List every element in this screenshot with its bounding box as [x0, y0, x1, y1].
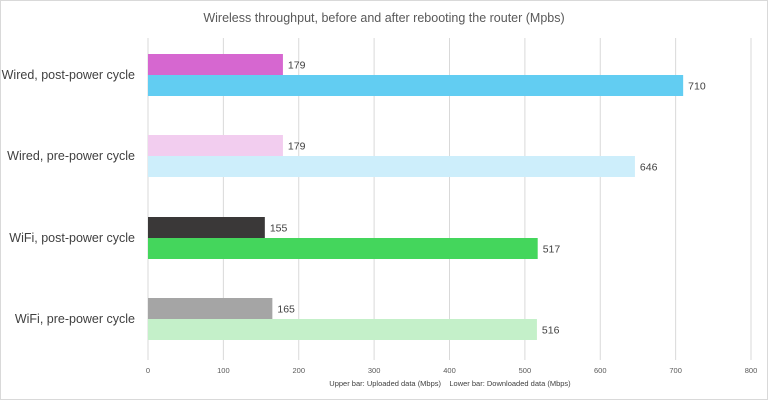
data-label: 646: [640, 162, 658, 174]
upper-bar: [148, 217, 265, 238]
data-label: 516: [542, 325, 560, 337]
x-tick-label: 300: [368, 366, 381, 375]
upper-bar: [148, 298, 273, 319]
x-tick-label: 500: [519, 366, 532, 375]
bars: 179 710 179 646 155 517 165 516: [148, 54, 706, 340]
x-axis-ticks: 0 100 200 300 400 500 600 700 800: [146, 366, 757, 375]
data-label: 179: [288, 60, 306, 72]
lower-bar: [148, 319, 537, 340]
x-tick-label: 600: [594, 366, 607, 375]
lower-bar: [148, 238, 538, 259]
chart-title: Wireless throughput, before and after re…: [203, 11, 564, 25]
category-label: Wired, post-power cycle: [2, 68, 135, 82]
x-tick-label: 100: [217, 366, 230, 375]
x-tick-label: 800: [745, 366, 758, 375]
data-label: 517: [543, 244, 561, 256]
category-label: Wired, pre-power cycle: [7, 149, 135, 163]
category-labels: Wired, post-power cycle Wired, pre-power …: [2, 68, 135, 326]
lower-bar: [148, 156, 635, 177]
upper-bar: [148, 135, 283, 156]
category-label: WiFi, pre-power cycle: [15, 312, 135, 326]
x-tick-label: 0: [146, 366, 150, 375]
x-tick-label: 200: [292, 366, 305, 375]
x-tick-label: 400: [443, 366, 456, 375]
x-tick-label: 700: [669, 366, 682, 375]
data-label: 155: [270, 223, 288, 235]
lower-bar: [148, 75, 684, 96]
data-label: 179: [288, 141, 306, 153]
category-label: WiFi, post-power cycle: [9, 231, 135, 245]
data-label: 710: [688, 81, 706, 93]
upper-bar: [148, 54, 283, 75]
data-label: 165: [277, 304, 295, 316]
bar-legend-note: Upper bar: Uploaded data (Mbps) Lower ba…: [329, 379, 571, 388]
